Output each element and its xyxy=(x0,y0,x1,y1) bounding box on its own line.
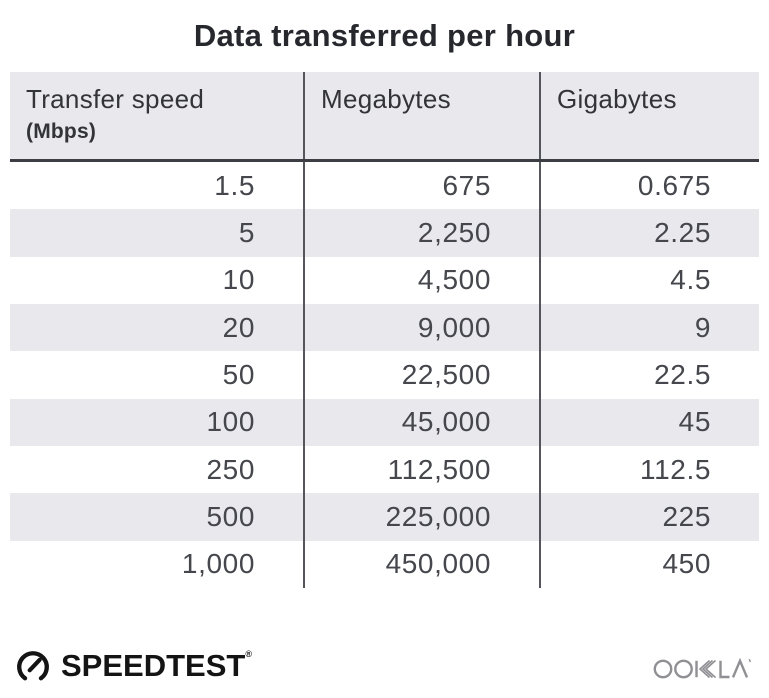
column-header-label: Megabytes xyxy=(321,84,451,114)
table-cell: 9 xyxy=(539,303,759,352)
column-header-label: Gigabytes xyxy=(557,84,677,114)
table-cell: 1.5 xyxy=(214,169,255,201)
table-cell: 225 xyxy=(539,493,759,541)
table-cell: 2,250 xyxy=(303,209,539,257)
table-cell: 22,500 xyxy=(303,351,539,399)
ookla-logo: OOKLA xyxy=(653,650,753,682)
column-header-transfer-speed: Transfer speed (Mbps) xyxy=(10,72,303,159)
speedtest-logo: SPEEDTEST® xyxy=(14,647,252,685)
table-cell: 500 xyxy=(206,500,255,532)
table-cell: 22.5 xyxy=(539,351,759,399)
table-cell: 10 xyxy=(222,264,255,296)
table-header-row: Transfer speed (Mbps) Megabytes Gigabyte… xyxy=(10,72,759,162)
table-cell: 50 xyxy=(222,358,255,390)
table-cell: 4.5 xyxy=(539,256,759,304)
speedtest-gauge-icon xyxy=(17,651,49,681)
table-cell: 450 xyxy=(539,540,759,588)
registered-mark: ® xyxy=(245,649,252,659)
column-header-label: Transfer speed xyxy=(26,84,205,114)
column-header-unit: (Mbps) xyxy=(26,120,97,143)
table-body: 1.5 675 0.675 5 2,250 2.25 10 4,500 4.5 20 9,000 9 5… xyxy=(10,162,759,588)
table-row: 500 225,000 225 xyxy=(10,493,759,541)
table-cell: 5 xyxy=(238,216,255,248)
table-cell: 250 xyxy=(206,453,255,485)
table-cell: 45 xyxy=(539,398,759,446)
table-cell: 20 xyxy=(222,311,255,343)
speedtest-wordmark: SPEEDTEST xyxy=(61,648,246,683)
table-cell: 0.675 xyxy=(539,162,759,210)
table-cell: 112.5 xyxy=(539,445,759,494)
table-row: 50 22,500 22.5 xyxy=(10,351,759,399)
table-row: 250 112,500 112.5 xyxy=(10,445,759,494)
table-cell: 45,000 xyxy=(303,398,539,446)
footer: SPEEDTEST® OOKLA xyxy=(14,644,753,688)
column-header-gigabytes: Gigabytes xyxy=(539,72,759,159)
table-cell: 9,000 xyxy=(303,303,539,352)
table-row: 1,000 450,000 450 xyxy=(10,540,759,588)
table-row: 20 9,000 9 xyxy=(10,303,759,352)
table-cell: 1,000 xyxy=(181,548,255,580)
table-cell: 2.25 xyxy=(539,209,759,257)
table-row: 100 45,000 45 xyxy=(10,398,759,446)
table-row: 10 4,500 4.5 xyxy=(10,256,759,304)
table-cell: 225,000 xyxy=(303,493,539,541)
table-cell: 4,500 xyxy=(303,256,539,304)
table-cell: 112,500 xyxy=(303,445,539,494)
table-cell: 100 xyxy=(206,406,255,438)
data-table: Transfer speed (Mbps) Megabytes Gigabyte… xyxy=(10,72,759,588)
table-row: 5 2,250 2.25 xyxy=(10,209,759,257)
table-row: 1.5 675 0.675 xyxy=(10,162,759,210)
ookla-wordmark-icon xyxy=(653,657,752,679)
table-cell: 450,000 xyxy=(303,540,539,588)
table-cell: 675 xyxy=(303,162,539,210)
page-title: Data transferred per hour xyxy=(193,18,576,53)
column-header-megabytes: Megabytes xyxy=(303,72,539,159)
